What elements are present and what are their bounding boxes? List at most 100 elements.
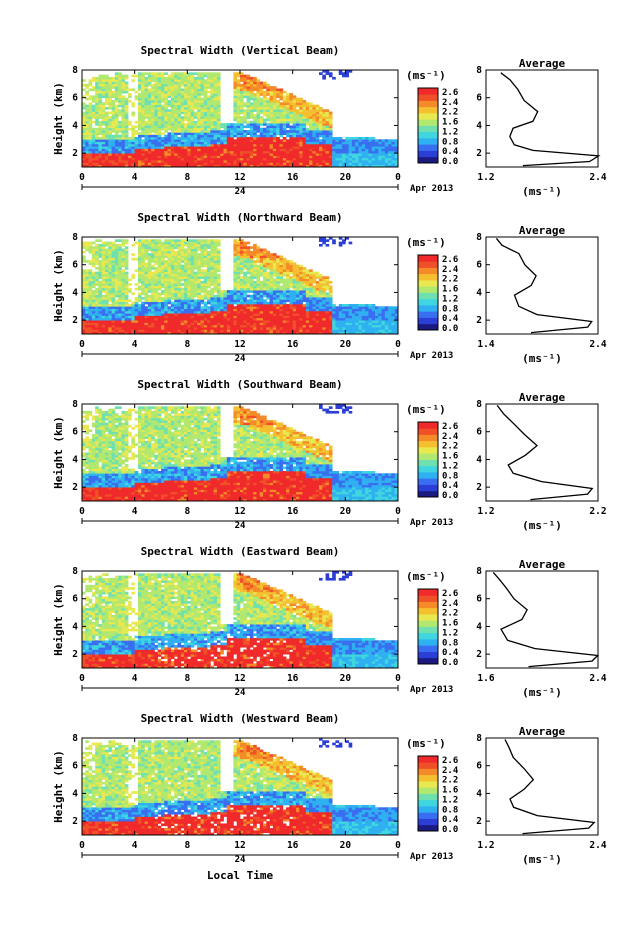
heatmap-cell	[207, 113, 211, 117]
heatmap-cell	[249, 278, 254, 282]
heatmap-cell	[180, 125, 185, 129]
heatmap-cell	[394, 160, 399, 163]
heatmap-cell	[154, 292, 159, 296]
heatmap-cell	[207, 155, 211, 159]
heatmap-cell	[348, 153, 353, 156]
heatmap-cell	[141, 255, 145, 259]
heatmap-cell	[233, 243, 238, 247]
heatmap-cell	[118, 130, 122, 133]
heatmap-cell	[157, 250, 162, 254]
heatmap-cell	[203, 164, 208, 168]
heatmap-cell	[128, 93, 132, 96]
heatmap-cell	[193, 262, 198, 266]
heatmap-cell	[282, 141, 287, 145]
heatmap-cell	[263, 248, 267, 252]
heatmap-cell	[170, 120, 175, 124]
heatmap-cell	[131, 301, 136, 305]
heatmap-cell	[193, 294, 198, 298]
heatmap-cell	[98, 146, 103, 149]
heatmap-cell	[190, 86, 195, 89]
heatmap-cell	[197, 315, 201, 319]
heatmap-cell	[200, 324, 205, 328]
heatmap-cell	[203, 72, 208, 75]
heatmap-cell	[170, 246, 175, 249]
heatmap-cell	[246, 331, 251, 335]
heatmap-cell	[276, 120, 280, 124]
heatmap-cell	[335, 160, 340, 163]
heatmap-cell	[292, 136, 297, 140]
heatmap-cell	[203, 280, 208, 284]
heatmap-cell	[108, 331, 112, 335]
heatmap-cell	[305, 118, 310, 122]
heatmap-cell	[187, 160, 191, 163]
heatmap-cell	[210, 303, 215, 307]
heatmap-cell	[131, 141, 136, 145]
heatmap-cell	[210, 269, 215, 272]
heatmap-cell	[236, 88, 241, 92]
heatmap-cell	[82, 250, 86, 254]
heatmap-cell	[236, 253, 241, 256]
heatmap-cell	[114, 262, 119, 266]
heatmap-cell	[210, 118, 215, 122]
heatmap-cell	[322, 141, 326, 145]
heatmap-cell	[384, 162, 389, 166]
heatmap-cell	[174, 283, 178, 286]
heatmap-cell	[338, 164, 343, 168]
heatmap-cell	[286, 102, 290, 105]
heatmap-cell	[223, 132, 228, 136]
heatmap-cell	[147, 287, 152, 291]
heatmap-cell	[154, 308, 159, 312]
heatmap-cell	[305, 111, 310, 115]
heatmap-cell	[266, 130, 270, 133]
heatmap-cell	[161, 257, 165, 261]
heatmap-cell	[91, 246, 96, 249]
heatmap-cell	[253, 301, 257, 305]
heatmap-cell	[177, 157, 182, 161]
heatmap-cell	[210, 273, 215, 277]
heatmap-cell	[236, 81, 241, 85]
heatmap-cell	[151, 102, 155, 105]
heatmap-cell	[365, 155, 369, 159]
heatmap-cell	[91, 95, 96, 99]
heatmap-cell	[207, 241, 211, 245]
heatmap-cell	[269, 160, 274, 163]
heatmap-cell	[114, 127, 119, 131]
heatmap-cell	[282, 132, 287, 136]
heatmap-cell	[309, 125, 313, 129]
heatmap-cell	[161, 280, 165, 284]
heatmap-cell	[88, 132, 93, 136]
heatmap-cell	[193, 132, 198, 136]
heatmap-cell	[378, 148, 382, 152]
heatmap-cell	[161, 118, 165, 122]
heatmap-cell	[213, 139, 218, 142]
colorbar-swatch	[418, 156, 438, 164]
heatmap-cell	[223, 294, 228, 298]
heatmap-cell	[295, 97, 300, 101]
heatmap-cell	[243, 278, 247, 282]
heatmap-cell	[266, 90, 270, 94]
heatmap-cell	[207, 146, 211, 149]
heatmap-cell	[249, 329, 254, 333]
heatmap-cell	[131, 276, 136, 279]
heatmap-cell	[240, 276, 244, 279]
heatmap-cell	[161, 320, 165, 323]
heatmap-cell	[269, 150, 274, 154]
heatmap-cell	[124, 155, 129, 159]
heatmap-cell	[256, 306, 261, 309]
heatmap-cell	[240, 287, 244, 291]
heatmap-cell	[88, 136, 93, 140]
heatmap-cell	[88, 109, 93, 112]
heatmap-cell	[345, 146, 349, 149]
heatmap-cell	[302, 143, 307, 147]
heatmap-cell	[82, 162, 86, 166]
heatmap-cell	[170, 95, 175, 99]
heatmap-cell	[299, 123, 303, 126]
heatmap-cell	[193, 136, 198, 140]
heatmap-cell	[101, 278, 106, 282]
heatmap-cell	[108, 120, 112, 124]
heatmap-cell	[230, 123, 234, 126]
heatmap-cell	[203, 278, 208, 282]
heatmap-cell	[174, 95, 178, 99]
heatmap-cell	[161, 123, 165, 126]
heatmap-cell	[124, 317, 129, 321]
